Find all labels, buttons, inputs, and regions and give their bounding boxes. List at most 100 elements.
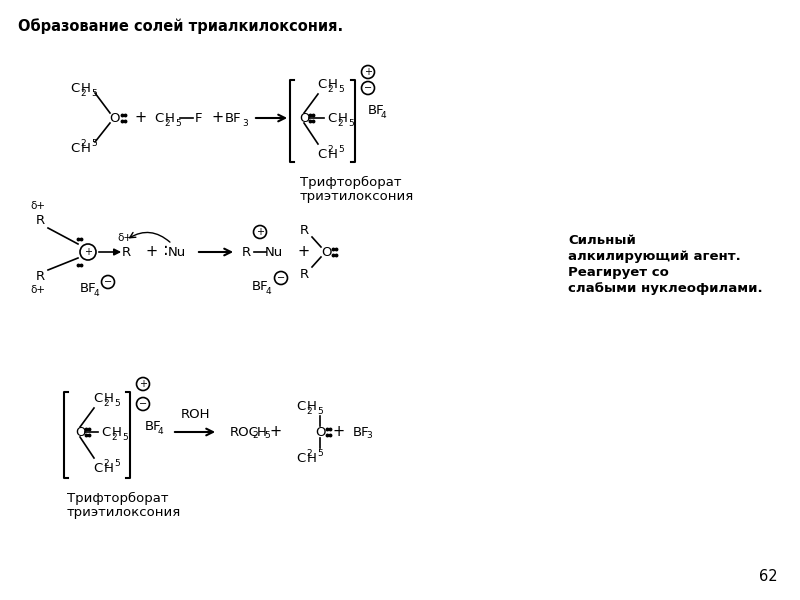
Text: 5: 5 [175, 118, 181, 127]
Text: H: H [328, 77, 338, 91]
Text: 2: 2 [337, 118, 342, 127]
Text: 5: 5 [114, 398, 120, 407]
Text: R: R [242, 245, 250, 259]
Text: δ+: δ+ [30, 285, 46, 295]
Text: H: H [338, 112, 348, 124]
Text: триэтилоксония: триэтилоксония [300, 190, 414, 203]
Text: 5: 5 [264, 431, 270, 440]
Text: +: + [364, 67, 372, 77]
Text: 2: 2 [164, 118, 170, 127]
Text: +: + [135, 110, 147, 125]
Text: 2: 2 [306, 407, 312, 415]
Text: F: F [195, 112, 202, 124]
Text: Сильный: Сильный [568, 234, 636, 247]
Text: ROH: ROH [180, 407, 210, 421]
Text: O: O [321, 245, 331, 259]
Text: 4: 4 [381, 110, 386, 119]
Text: H: H [112, 425, 122, 439]
Text: BF: BF [145, 419, 162, 433]
Text: Трифторборат: Трифторборат [67, 492, 169, 505]
Text: C: C [318, 77, 326, 91]
Text: BF: BF [368, 103, 385, 116]
Text: H: H [328, 148, 338, 160]
Text: +: + [146, 245, 158, 259]
Text: Nu: Nu [265, 245, 283, 259]
Text: R: R [299, 268, 309, 280]
Text: 2: 2 [80, 139, 86, 148]
Text: C: C [296, 400, 306, 413]
Text: δ+: δ+ [118, 233, 133, 243]
Text: 4: 4 [266, 286, 272, 295]
Text: алкилирующий агент.: алкилирующий агент. [568, 250, 741, 263]
Text: R: R [35, 214, 45, 226]
Text: 5: 5 [338, 85, 344, 94]
Text: H: H [81, 82, 91, 94]
Text: H: H [165, 112, 175, 124]
Text: триэтилоксония: триэтилоксония [67, 506, 182, 519]
Text: 5: 5 [122, 433, 128, 442]
Text: C: C [94, 461, 102, 475]
Text: 2: 2 [306, 449, 312, 457]
Text: 2: 2 [327, 85, 333, 94]
Text: O: O [314, 425, 326, 439]
Text: C: C [102, 425, 110, 439]
Text: C: C [154, 112, 164, 124]
Text: 2: 2 [103, 458, 109, 467]
Text: 2: 2 [80, 88, 86, 97]
Text: C: C [70, 142, 80, 154]
Text: −: − [277, 273, 285, 283]
Text: C: C [327, 112, 337, 124]
Text: δ+: δ+ [30, 201, 46, 211]
Text: C: C [318, 148, 326, 160]
Text: 4: 4 [158, 427, 164, 436]
Text: 5: 5 [317, 449, 322, 457]
Text: C: C [94, 391, 102, 404]
Text: Трифторборат: Трифторборат [300, 176, 402, 189]
Text: −: − [104, 277, 112, 287]
Text: +: + [333, 425, 345, 439]
Text: R: R [122, 245, 130, 259]
Text: R: R [299, 223, 309, 236]
Text: H: H [81, 142, 91, 154]
Text: +: + [256, 227, 264, 237]
Text: слабыми нуклеофилами.: слабыми нуклеофилами. [568, 282, 762, 295]
Text: ROC: ROC [230, 425, 259, 439]
Text: −: − [139, 399, 147, 409]
Text: 2: 2 [111, 433, 117, 442]
Text: 3: 3 [366, 431, 372, 440]
Text: R: R [35, 269, 45, 283]
Text: Образование солей триалкилоксония.: Образование солей триалкилоксония. [18, 18, 343, 34]
Text: BF: BF [80, 281, 97, 295]
Text: H: H [257, 425, 267, 439]
Text: H: H [307, 400, 317, 413]
Text: 5: 5 [114, 458, 120, 467]
Text: O: O [74, 425, 86, 439]
Text: C: C [296, 451, 306, 464]
Text: Nu: Nu [168, 245, 186, 259]
Text: 4: 4 [94, 289, 100, 298]
Text: BF: BF [252, 280, 269, 292]
Text: Реагирует со: Реагирует со [568, 266, 669, 279]
Text: 2: 2 [327, 145, 333, 154]
Text: +: + [139, 379, 147, 389]
Text: 2: 2 [252, 431, 258, 440]
FancyArrowPatch shape [130, 232, 170, 242]
Text: 5: 5 [91, 88, 97, 97]
Text: 5: 5 [91, 139, 97, 148]
Text: 3: 3 [242, 118, 248, 127]
Text: H: H [104, 461, 114, 475]
Text: O: O [110, 112, 120, 124]
Text: BF: BF [225, 112, 242, 124]
Text: 5: 5 [317, 407, 322, 415]
Text: H: H [104, 391, 114, 404]
Text: −: − [364, 83, 372, 93]
Text: 5: 5 [348, 118, 354, 127]
Text: C: C [70, 82, 80, 94]
Text: H: H [307, 451, 317, 464]
Text: BF: BF [353, 425, 370, 439]
Text: :: : [163, 241, 169, 259]
Text: +: + [84, 247, 92, 257]
Text: 2: 2 [103, 398, 109, 407]
Text: +: + [270, 425, 282, 439]
Text: 5: 5 [338, 145, 344, 154]
